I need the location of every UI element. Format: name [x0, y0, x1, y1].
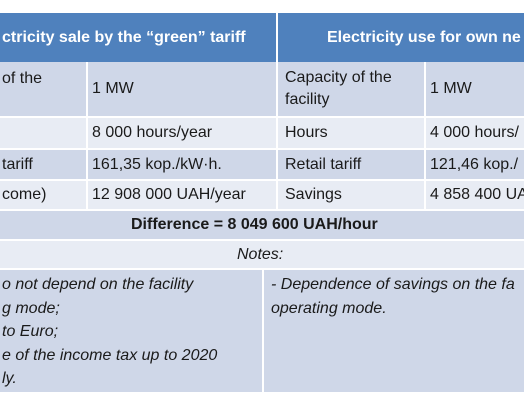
row2-label: [0, 118, 86, 148]
difference-text: Difference = 8 049 600 UAH/hour: [131, 216, 378, 233]
notes-left: o not depend on the facility g mode; to …: [0, 270, 262, 392]
row2-value: 8 000 hours/year: [88, 118, 276, 148]
row4-value: 12 908 000 UAH/year: [88, 181, 276, 209]
row1-own-label: Capacity of the facility: [278, 62, 424, 116]
header-left-label: ctricity sale by the “green” tariff: [2, 28, 246, 46]
row2-own-value: 4 000 hours/: [426, 118, 524, 148]
row3-own-value: 121,46 kop./: [426, 150, 524, 179]
row1-own-value: 1 MW: [426, 62, 524, 116]
row4-label: come): [0, 181, 86, 209]
row2-own-label: Hours: [278, 118, 424, 148]
row1-label: of the: [0, 62, 86, 116]
header-own-needs: Electricity use for own ne: [278, 13, 524, 62]
row4-own-label: Savings: [278, 181, 424, 209]
difference-row: Difference = 8 049 600 UAH/hour: [0, 211, 524, 239]
header-green-tariff: ctricity sale by the “green” tariff: [0, 13, 276, 62]
notes-title: Notes:: [237, 245, 284, 263]
row1-value: 1 MW: [88, 62, 276, 116]
header-right-label: Electricity use for own ne: [327, 28, 521, 46]
row3-value: 161,35 kop./kW·h.: [88, 150, 276, 179]
notes-title-row: Notes:: [0, 241, 524, 268]
row4-own-value: 4 858 400 UA: [426, 181, 524, 209]
notes-right: - Dependence of savings on the fa operat…: [264, 270, 524, 392]
row3-label: tariff: [0, 150, 86, 179]
row3-own-label: Retail tariff: [278, 150, 424, 179]
